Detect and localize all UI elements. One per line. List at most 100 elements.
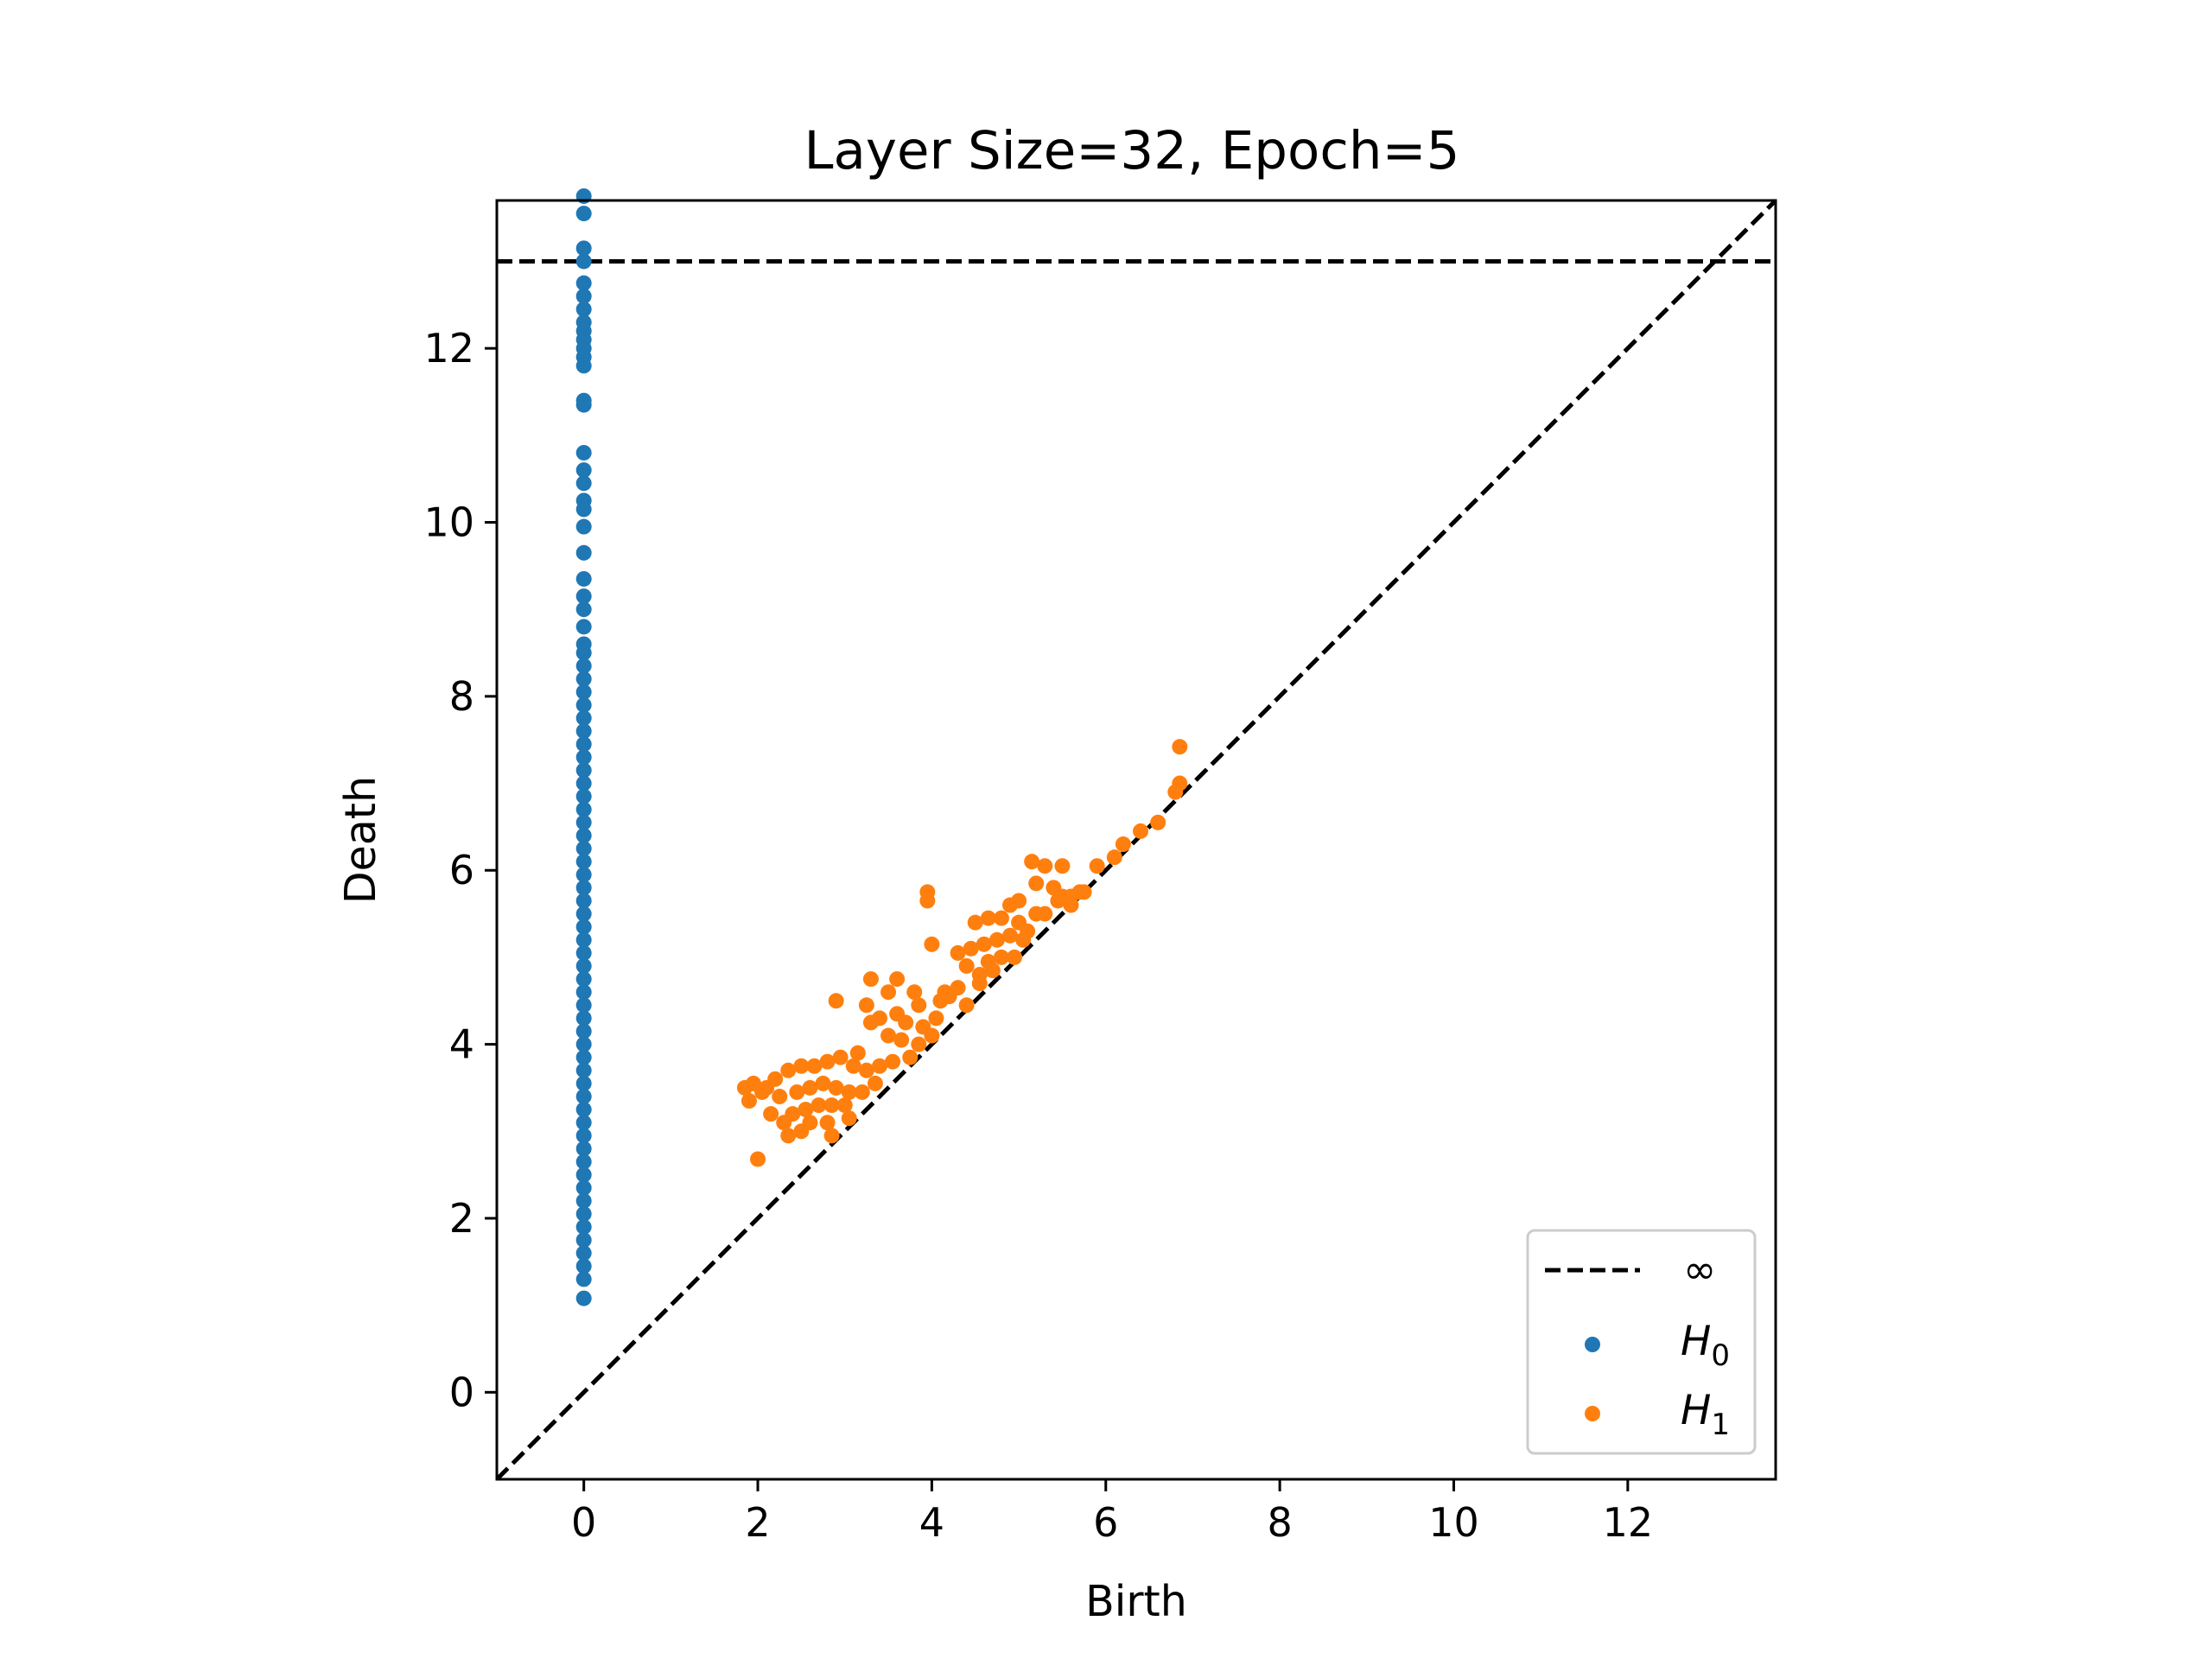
h0-point bbox=[575, 841, 592, 857]
h0-point bbox=[575, 683, 592, 700]
h0-point bbox=[575, 658, 592, 674]
legend-h0-name: H bbox=[1681, 1318, 1711, 1365]
axis-ticks: 0 2 4 6 8 10 12 0 2 4 6 8 10 12 bbox=[423, 325, 1653, 1546]
h0-point bbox=[575, 1010, 592, 1027]
h0-point bbox=[575, 1023, 592, 1039]
h1-point bbox=[893, 1032, 910, 1048]
h1-point bbox=[793, 1123, 810, 1140]
h1-point bbox=[798, 1102, 814, 1118]
y-tick-label: 4 bbox=[449, 1021, 474, 1068]
h1-point bbox=[862, 971, 879, 988]
h1-point bbox=[849, 1045, 866, 1061]
h1-point bbox=[958, 997, 975, 1014]
h0-point bbox=[575, 931, 592, 948]
h0-point bbox=[575, 1128, 592, 1144]
h0-point bbox=[575, 944, 592, 961]
h0-point bbox=[575, 240, 592, 257]
h0-point bbox=[575, 696, 592, 713]
y-tick-label: 2 bbox=[449, 1195, 474, 1242]
h0-point bbox=[575, 588, 592, 605]
h0-point bbox=[575, 544, 592, 561]
h1-point bbox=[1024, 854, 1040, 870]
h1-point bbox=[976, 936, 992, 952]
h0-point bbox=[575, 1036, 592, 1052]
legend-frame bbox=[1526, 1229, 1757, 1455]
legend-h1-label: H1 bbox=[1681, 1387, 1730, 1442]
h0-point bbox=[575, 1271, 592, 1287]
h1-point bbox=[845, 1058, 861, 1074]
h1-point bbox=[1002, 897, 1019, 913]
h1-point bbox=[810, 1097, 827, 1114]
h1-point bbox=[763, 1106, 779, 1122]
h0-point bbox=[575, 1166, 592, 1183]
h1-point bbox=[1167, 784, 1184, 800]
h0-point bbox=[575, 710, 592, 727]
h1-point bbox=[750, 1151, 766, 1167]
h0-point bbox=[575, 1154, 592, 1170]
h0-point bbox=[575, 762, 592, 779]
h0-point bbox=[575, 301, 592, 317]
h0-point bbox=[575, 288, 592, 304]
h1-point bbox=[776, 1115, 792, 1131]
h1-point bbox=[741, 1093, 757, 1109]
h1-point bbox=[772, 1089, 788, 1105]
h0-point bbox=[575, 854, 592, 870]
h0-point bbox=[575, 723, 592, 740]
h0-point bbox=[575, 997, 592, 1014]
h1-point bbox=[1063, 888, 1079, 905]
h1-point bbox=[880, 984, 897, 1001]
h1-point bbox=[958, 957, 975, 974]
h1-point bbox=[832, 1049, 849, 1065]
legend-infinity-label: ∞ bbox=[1683, 1246, 1716, 1293]
h1-point bbox=[819, 1053, 836, 1070]
h0-point bbox=[575, 570, 592, 587]
legend: ∞ H0 H1 bbox=[1526, 1229, 1757, 1455]
h0-point bbox=[575, 1075, 592, 1091]
h0-point bbox=[575, 1232, 592, 1249]
h1-point bbox=[902, 1049, 918, 1065]
h0-point bbox=[575, 880, 592, 896]
h1-point bbox=[806, 1058, 823, 1074]
h1-point bbox=[937, 984, 953, 1001]
h0-point bbox=[575, 1192, 592, 1209]
h1-point bbox=[867, 1075, 883, 1091]
y-axis-label: Death bbox=[336, 776, 385, 904]
h1-point bbox=[871, 1058, 887, 1074]
h1-point bbox=[815, 1075, 831, 1091]
h1-point bbox=[858, 1062, 874, 1078]
h0-point bbox=[575, 444, 592, 461]
y-tick-label: 8 bbox=[449, 673, 474, 720]
x-tick-label: 12 bbox=[1603, 1499, 1654, 1546]
axes-frame bbox=[495, 199, 1777, 1481]
h1-point bbox=[993, 910, 1009, 926]
h0-point bbox=[575, 1102, 592, 1118]
h0-point bbox=[575, 971, 592, 988]
h1-point bbox=[1050, 893, 1066, 909]
h1-point bbox=[980, 910, 996, 926]
h0-point bbox=[575, 462, 592, 479]
h0-point bbox=[575, 801, 592, 817]
h0-point bbox=[575, 671, 592, 687]
h1-point bbox=[1172, 739, 1188, 755]
h1-point bbox=[885, 1053, 901, 1070]
legend-h0-label: H0 bbox=[1681, 1318, 1730, 1373]
h0-point bbox=[575, 1258, 592, 1274]
h0-point bbox=[575, 893, 592, 909]
h1-point bbox=[1133, 823, 1149, 839]
h1-point bbox=[906, 984, 923, 1001]
legend-h0-subscript: 0 bbox=[1711, 1338, 1730, 1373]
h0-point bbox=[575, 619, 592, 635]
h1-point bbox=[1150, 814, 1166, 830]
h1-point bbox=[828, 993, 844, 1009]
h0-point bbox=[575, 749, 592, 766]
h0-point bbox=[575, 501, 592, 518]
h1-point bbox=[963, 940, 979, 957]
h1-point bbox=[911, 1036, 927, 1052]
h1-point bbox=[789, 1084, 805, 1100]
h0-point bbox=[575, 736, 592, 753]
h1-point bbox=[828, 1079, 844, 1096]
h0-point bbox=[575, 918, 592, 935]
h1-point bbox=[1046, 880, 1062, 896]
h1-point bbox=[924, 1027, 940, 1044]
